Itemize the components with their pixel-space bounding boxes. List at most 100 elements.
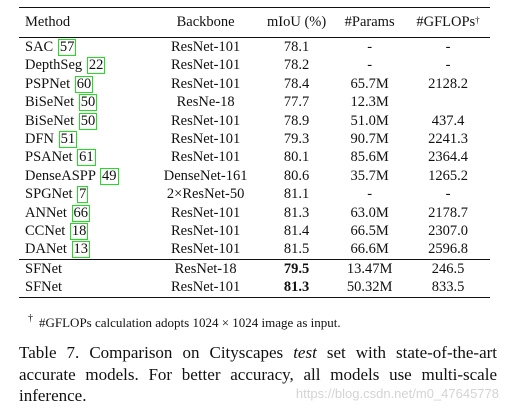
gflops-cell: - — [445, 186, 451, 203]
params-cell: 13.47M — [333, 258, 407, 279]
citation-link[interactable]: 18 — [69, 223, 89, 241]
backbone-cell: DenseNet-161 — [163, 167, 248, 184]
gflops-cell: 2178.7 — [428, 204, 468, 221]
citation-link[interactable]: 57 — [57, 39, 77, 56]
citation-link[interactable]: 22 — [86, 57, 106, 75]
method-name: BiSeNet — [25, 112, 75, 129]
miou-cell: 79.3 — [283, 131, 310, 148]
backbone-cell: ResNet-101 — [170, 241, 241, 258]
miou-cell: 78.2 — [283, 57, 310, 74]
citation-link[interactable]: 13 — [71, 241, 91, 259]
params-cell: 85.6M — [350, 149, 389, 166]
table-row: DepthSeg 22 ResNet-101 78.2 - - — [19, 56, 490, 75]
backbone-cell: 2×ResNet-50 — [166, 186, 245, 203]
table-row: PSANet 61 ResNet-101 80.1 85.6M 2364.4 — [19, 148, 490, 167]
footnote-mark: † — [28, 313, 33, 324]
method-cell: PSANet 61 — [19, 148, 151, 167]
method-cell: CCNet 18 — [19, 222, 151, 241]
method-cell: DFN 51 — [19, 130, 151, 149]
table-row: BiSeNet 50 ResNet-101 78.9 51.0M 437.4 — [19, 112, 490, 130]
params-cell: 35.7M — [350, 167, 389, 184]
citation-link[interactable]: 49 — [100, 167, 119, 185]
citation-link[interactable]: 50 — [78, 94, 98, 112]
backbone-cell: ResNet-101 — [170, 131, 241, 148]
method-name: BiSeNet — [25, 94, 75, 111]
backbone-cell: ResNet-101 — [170, 112, 241, 129]
gflops-cell: 2241.3 — [428, 131, 468, 148]
caption-text: Table 7. Comparison on Cityscapes — [19, 343, 294, 362]
gflops-cell: - — [445, 57, 451, 74]
miou-cell: 79.5 — [259, 258, 334, 279]
backbone-cell: ResNet-101 — [170, 75, 241, 92]
method-name: DANet — [25, 241, 67, 258]
method-cell: SFNet — [19, 258, 152, 279]
header-gflops-label: #GFLOPs — [416, 14, 476, 30]
citation-link[interactable]: 51 — [58, 131, 78, 149]
backbone-cell: ResNet-18 — [151, 258, 260, 279]
method-name: ANNet — [25, 204, 67, 221]
backbone-cell: ResNe-18 — [176, 94, 235, 111]
header-gflops: #GFLOPs† — [406, 7, 490, 38]
miou-cell-value: 81.3 — [283, 279, 310, 296]
miou-cell: 81.3 — [259, 278, 334, 298]
method-name: PSANet — [25, 149, 73, 166]
table-row: ANNet 66 ResNet-101 81.3 63.0M 2178.7 — [19, 204, 490, 222]
method-name: DFN — [25, 131, 55, 148]
citation-link[interactable]: 50 — [78, 112, 98, 130]
gflops-cell: 2364.4 — [428, 149, 468, 166]
miou-cell: 78.4 — [283, 75, 310, 92]
results-table: Method Backbone mIoU (%) #Params #GFLOPs… — [19, 7, 490, 298]
table-row: SFNet ResNet-18 79.5 13.47M 246.5 — [19, 258, 490, 279]
table-footnote: † #GFLOPs calculation adopts 1024 × 1024 … — [28, 313, 341, 331]
backbone-cell: ResNet-101 — [170, 149, 241, 166]
citation-link[interactable]: 61 — [77, 149, 96, 167]
header-params: #Params — [333, 7, 407, 38]
params-cell: - — [367, 57, 373, 74]
params-cell: 50.32M — [333, 278, 407, 298]
citation-link[interactable]: 66 — [71, 204, 91, 222]
gflops-cell: 437.4 — [431, 112, 465, 129]
method-name: DenseASPP — [25, 167, 96, 184]
gflops-cell: 833.5 — [406, 278, 490, 298]
params-cell: - — [367, 39, 373, 55]
miou-cell: 81.4 — [283, 223, 310, 240]
header-miou: mIoU (%) — [259, 7, 334, 38]
table-row: SFNet ResNet-101 81.3 50.32M 833.5 — [19, 278, 490, 298]
miou-cell: 78.1 — [283, 39, 310, 55]
citation-link[interactable]: 60 — [74, 75, 94, 93]
backbone-cell: ResNet-101 — [170, 223, 241, 240]
method-cell: SPGNet 7 — [19, 185, 151, 204]
backbone-cell: ResNet-101 — [170, 57, 241, 74]
method-cell: DANet 13 — [19, 240, 151, 259]
method-cell: PSPNet 60 — [19, 75, 151, 93]
table-row: CCNet 18 ResNet-101 81.4 66.5M 2307.0 — [19, 222, 490, 241]
method-name: DepthSeg — [25, 57, 83, 74]
method-name: SAC — [25, 39, 54, 55]
dagger-mark: † — [475, 15, 480, 25]
table-row: DenseASPP 49 DenseNet-161 80.6 35.7M 1265.2 — [19, 167, 490, 185]
caption-emphasis: test — [293, 343, 317, 362]
footnote-text: #GFLOPs calculation adopts 1024 × 1024 i… — [39, 315, 341, 330]
params-cell: 63.0M — [350, 204, 389, 221]
table-row: SAC 57 ResNet-101 78.1 - - — [19, 38, 490, 57]
params-cell: 51.0M — [350, 112, 389, 129]
gflops-cell: 2307.0 — [428, 223, 468, 240]
method-cell: BiSeNet 50 — [19, 93, 151, 112]
params-cell: 12.3M — [350, 94, 389, 111]
method-cell: ANNet 66 — [19, 204, 151, 222]
params-cell: 90.7M — [350, 131, 389, 148]
citation-link[interactable]: 7 — [77, 186, 89, 204]
table-row: DFN 51 ResNet-101 79.3 90.7M 2241.3 — [19, 130, 490, 149]
method-cell: DenseASPP 49 — [19, 167, 151, 185]
gflops-cell: 1265.2 — [428, 167, 468, 184]
params-cell: 65.7M — [350, 75, 389, 92]
table-row: PSPNet 60 ResNet-101 78.4 65.7M 2128.2 — [19, 75, 490, 93]
caption-text: set with state-of-the-art — [316, 343, 497, 362]
table-row: BiSeNet 50 ResNe-18 77.7 12.3M — [19, 93, 490, 112]
gflops-cell: 246.5 — [406, 258, 490, 279]
miou-cell: 81.1 — [283, 186, 310, 203]
our-method-rows: SFNet ResNet-18 79.5 13.47M 246.5 SFNet ResNet… — [19, 258, 490, 298]
miou-cell: 80.1 — [283, 149, 310, 166]
method-cell: BiSeNet 50 — [19, 112, 151, 130]
backbone-cell: ResNet-101 — [170, 39, 241, 55]
